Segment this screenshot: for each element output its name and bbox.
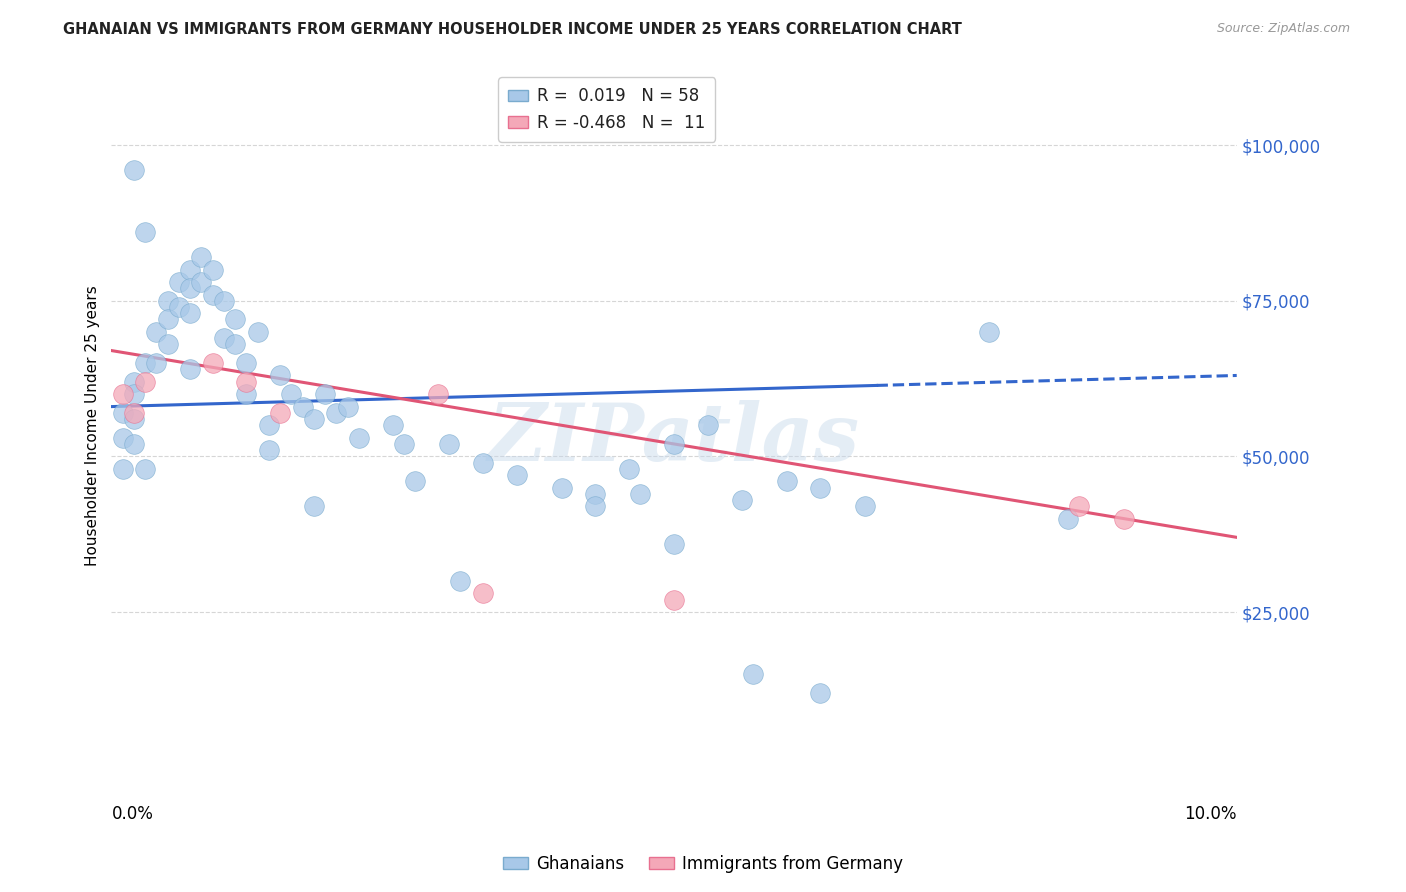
Point (156, 312, 179, 326)
Point (505, 468, 527, 483)
Point (741, 667, 763, 681)
Point (979, 325, 1001, 339)
Point (550, 481, 572, 495)
Point (134, 356, 156, 370)
Point (662, 437, 685, 451)
Point (111, 462, 134, 476)
Point (257, 443, 280, 458)
Point (1057, 511, 1080, 525)
Point (212, 293, 235, 308)
Point (224, 312, 246, 326)
Point (381, 418, 404, 433)
Text: 0.0%: 0.0% (111, 805, 153, 823)
Point (347, 431, 370, 445)
Point (111, 387, 134, 401)
Point (134, 375, 156, 389)
Point (145, 325, 167, 339)
Point (336, 400, 359, 414)
Point (235, 356, 257, 370)
Point (775, 475, 797, 489)
Point (179, 362, 201, 376)
Point (235, 375, 257, 389)
Point (246, 325, 269, 339)
Point (212, 331, 235, 345)
Point (122, 412, 145, 426)
Point (179, 281, 201, 295)
Point (662, 592, 685, 607)
Legend: R =  0.019   N = 58, R = -0.468   N =  11: R = 0.019 N = 58, R = -0.468 N = 11 (498, 78, 714, 142)
Point (111, 431, 134, 445)
Point (167, 300, 190, 314)
Point (224, 337, 246, 351)
Point (122, 406, 145, 420)
Text: Source: ZipAtlas.com: Source: ZipAtlas.com (1216, 22, 1350, 36)
Point (730, 493, 752, 508)
Point (628, 487, 651, 501)
Point (145, 356, 167, 370)
Point (302, 500, 325, 514)
Point (449, 574, 471, 588)
Point (201, 287, 224, 301)
Point (235, 387, 257, 401)
Point (201, 262, 224, 277)
Point (111, 406, 134, 420)
Point (853, 500, 876, 514)
Point (325, 406, 347, 420)
Point (291, 400, 314, 414)
Text: 10.0%: 10.0% (1184, 805, 1237, 823)
Point (280, 387, 302, 401)
Point (134, 225, 156, 239)
Point (808, 686, 831, 700)
Point (314, 387, 336, 401)
Point (179, 262, 201, 277)
Point (269, 406, 291, 420)
Text: ZIPatlas: ZIPatlas (488, 401, 860, 478)
Y-axis label: Householder Income Under 25 years: Householder Income Under 25 years (86, 285, 100, 566)
Point (122, 163, 145, 178)
Point (179, 306, 201, 320)
Point (583, 500, 606, 514)
Legend: Ghanaians, Immigrants from Germany: Ghanaians, Immigrants from Germany (496, 848, 910, 880)
Point (404, 475, 426, 489)
Point (1114, 511, 1136, 525)
Point (696, 418, 718, 433)
Point (808, 481, 831, 495)
Point (471, 586, 494, 600)
Point (156, 337, 179, 351)
Point (167, 275, 190, 289)
Point (201, 356, 224, 370)
Point (190, 275, 212, 289)
Point (1069, 500, 1091, 514)
Point (437, 437, 460, 451)
Point (257, 418, 280, 433)
Point (302, 412, 325, 426)
Point (617, 462, 640, 476)
Point (134, 462, 156, 476)
Text: GHANAIAN VS IMMIGRANTS FROM GERMANY HOUSEHOLDER INCOME UNDER 25 YEARS CORRELATIO: GHANAIAN VS IMMIGRANTS FROM GERMANY HOUS… (63, 22, 962, 37)
Point (392, 437, 415, 451)
Point (269, 368, 291, 383)
Point (190, 250, 212, 264)
Point (426, 387, 449, 401)
Point (662, 536, 685, 550)
Point (122, 375, 145, 389)
Point (122, 387, 145, 401)
Point (122, 437, 145, 451)
Point (471, 456, 494, 470)
Point (156, 293, 179, 308)
Point (583, 487, 606, 501)
